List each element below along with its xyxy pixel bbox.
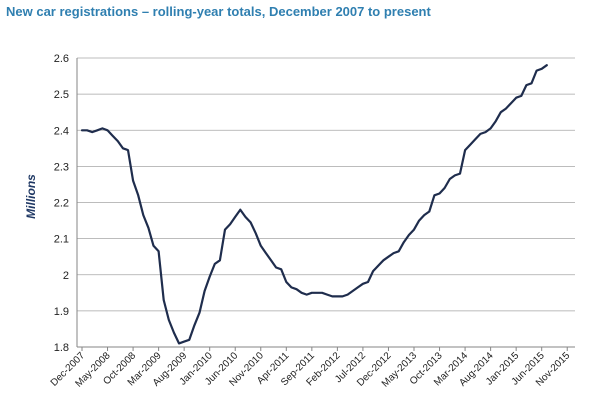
series-line: [80, 64, 548, 345]
y-tick-label: 2.3: [54, 161, 69, 173]
y-tick-label: 1.9: [54, 306, 69, 318]
y-tick-label: 2.2: [54, 198, 69, 210]
series-layer: [80, 64, 548, 345]
y-tick-label: 2.6: [54, 53, 69, 65]
gridlines: [77, 57, 575, 312]
y-tick-label: 2.4: [54, 125, 69, 137]
y-axis-label: Millions: [24, 174, 38, 219]
y-axis-ticks: 1.8 1.9 2 2.1 2.2 2.3 2.4 2.5 2.6: [54, 53, 69, 354]
x-axis-ticks: Dec-2007May-2008Oct-2008Mar-2009Aug-2009…: [49, 347, 573, 390]
y-tick-label: 2: [63, 270, 69, 282]
y-tick-label: 2.5: [54, 89, 69, 101]
y-tick-label: 2.1: [54, 234, 69, 246]
y-tick-label: 1.8: [54, 342, 69, 354]
chart-title: New car registrations – rolling-year tot…: [6, 4, 431, 19]
axes: [76, 58, 575, 348]
